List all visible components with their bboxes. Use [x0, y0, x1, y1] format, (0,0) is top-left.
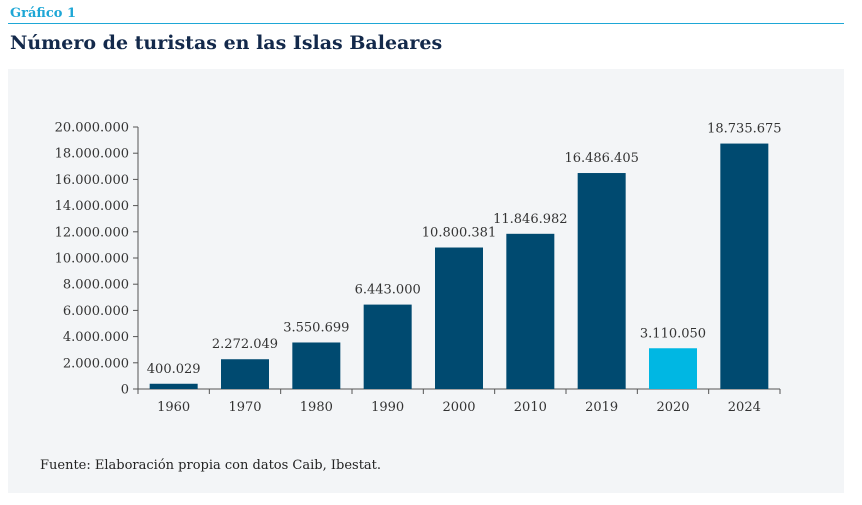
x-tick-label: 2010	[514, 400, 547, 415]
y-tick-label: 2.000.000	[63, 356, 129, 371]
data-label: 16.486.405	[564, 151, 638, 166]
y-tick-label: 16.000.000	[55, 173, 129, 188]
data-label: 11.846.982	[493, 212, 567, 227]
y-tick-label: 20.000.000	[55, 121, 129, 136]
figure-label: Gráfico 1	[10, 6, 76, 21]
y-tick-label: 0	[121, 383, 129, 398]
y-tick-label: 6.000.000	[63, 304, 129, 319]
data-label: 2.272.049	[212, 337, 278, 352]
chart-panel	[8, 69, 844, 493]
bar	[649, 348, 697, 389]
data-label: 18.735.675	[707, 122, 781, 137]
source-note: Fuente: Elaboración propia con datos Cai…	[40, 458, 382, 473]
data-label: 400.029	[147, 362, 201, 377]
x-tick-label: 1960	[157, 400, 190, 415]
x-tick-label: 1970	[228, 400, 261, 415]
y-tick-label: 4.000.000	[63, 330, 129, 345]
bar	[506, 233, 555, 389]
bar	[149, 383, 198, 389]
y-tick-label: 18.000.000	[55, 147, 129, 162]
x-tick-label: 1980	[300, 400, 333, 415]
x-tick-label: 2020	[656, 400, 689, 415]
bar	[363, 304, 412, 389]
bar	[292, 342, 341, 389]
bar	[577, 173, 626, 389]
header-divider	[8, 23, 844, 24]
y-tick-label: 14.000.000	[55, 199, 129, 214]
data-label: 3.110.050	[640, 326, 706, 341]
y-tick-label: 10.000.000	[55, 252, 129, 267]
bar	[720, 143, 769, 389]
x-tick-label: 2000	[442, 400, 475, 415]
x-tick-label: 2024	[728, 400, 761, 415]
x-tick-label: 2019	[585, 400, 618, 415]
chart-title: Número de turistas en las Islas Baleares	[10, 32, 443, 54]
bar	[221, 359, 269, 389]
data-label: 6.443.000	[355, 283, 421, 298]
x-tick-label: 1990	[371, 400, 404, 415]
y-tick-label: 8.000.000	[63, 278, 129, 293]
bar	[435, 247, 483, 389]
y-tick-label: 12.000.000	[55, 225, 129, 240]
data-label: 3.550.699	[283, 320, 349, 335]
data-label: 10.800.381	[422, 226, 496, 241]
